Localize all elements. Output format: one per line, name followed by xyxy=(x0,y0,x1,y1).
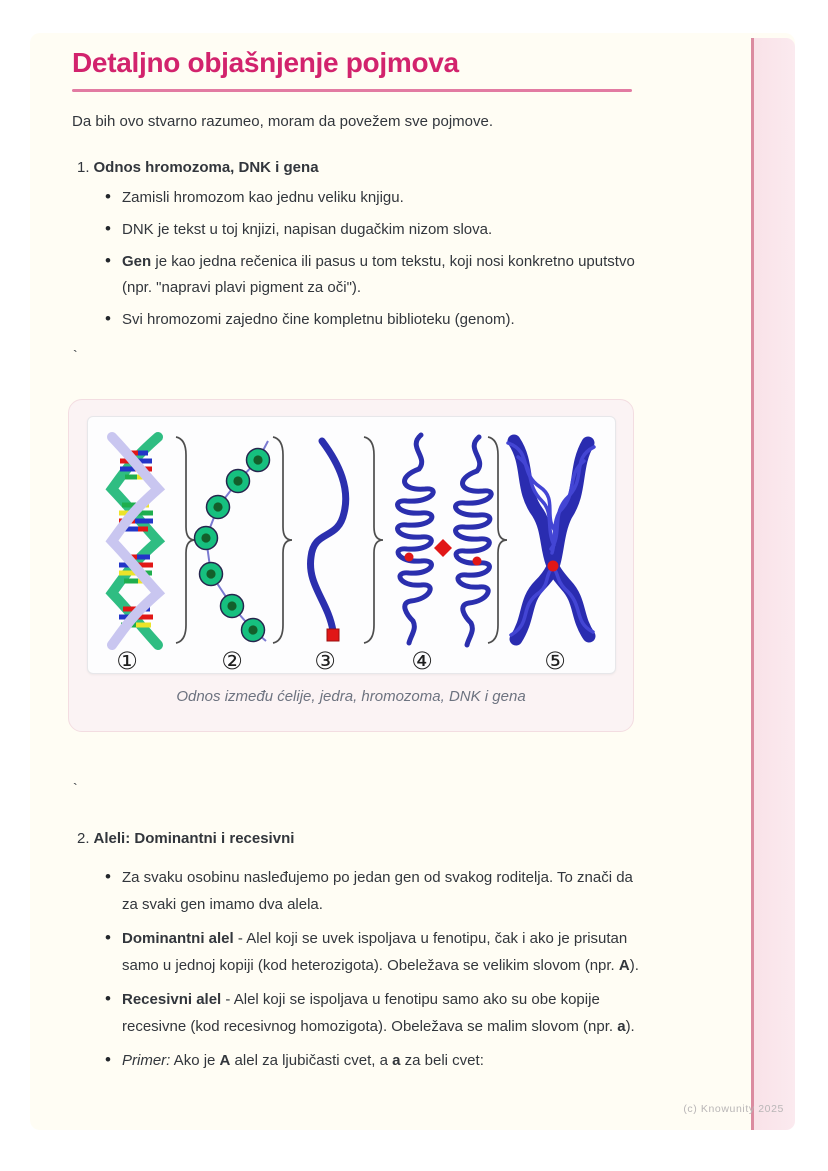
stray-backtick-1: ` xyxy=(73,347,78,363)
folded-loops-illustration xyxy=(395,432,494,648)
intro-paragraph: Da bih ovo stvarno razumeo, moram da pov… xyxy=(72,113,494,130)
stage-numbers: ① ② ③ ④ ⑤ xyxy=(116,647,566,675)
section-heading-text: Odnos hromozoma, DNK i gena xyxy=(93,159,319,176)
coiled-fiber-illustration xyxy=(307,437,350,642)
stage-number-2: ② xyxy=(221,647,243,675)
figure-card: ① ② ③ ④ ⑤ Odnos između ćelije, jedra, hr… xyxy=(68,399,634,732)
right-accent-stripe xyxy=(751,38,795,1130)
section-number: 1. xyxy=(77,159,90,176)
brace-icon xyxy=(175,436,196,644)
watermark: (c) Knowunity 2025 xyxy=(683,1103,784,1115)
bullet-list: Za svaku osobinu nasleđujemo po jedan ge… xyxy=(72,863,725,1074)
nucleosome-beads-illustration xyxy=(193,440,271,643)
list-item: Gen je kao jedna rečenica ili pasus u to… xyxy=(105,248,642,301)
list-item: Dominantni alel - Alel koji se uvek ispo… xyxy=(105,924,642,979)
title-underline xyxy=(72,89,632,92)
chromosome-x-illustration xyxy=(506,434,596,646)
list-item: Primer: Ako je A alel za ljubičasti cvet… xyxy=(105,1046,642,1074)
list-item: Za svaku osobinu nasleđujemo po jedan ge… xyxy=(105,863,642,918)
document-content: Detaljno objašnjenje pojmova Da bih ovo … xyxy=(30,33,795,1074)
bullet-list: Zamisli hromozom kao jednu veliku knjigu… xyxy=(72,184,725,333)
section-heading: 1. Odnos hromozoma, DNK i gena xyxy=(72,155,725,181)
stage-number-3: ③ xyxy=(314,647,336,675)
list-item: Recesivni alel - Alel koji se ispoljava … xyxy=(105,985,642,1040)
list-item: Zamisli hromozom kao jednu veliku knjigu… xyxy=(105,184,642,211)
page-title: Detaljno objašnjenje pojmova xyxy=(72,47,459,78)
list-item: DNK je tekst u toj knjizi, napisan dugač… xyxy=(105,216,642,243)
stray-backtick-2: ` xyxy=(73,780,78,796)
dna-helix-illustration xyxy=(105,432,166,650)
stage-number-5: ⑤ xyxy=(544,647,566,675)
document-sheet: Detaljno objašnjenje pojmova Da bih ovo … xyxy=(30,33,795,1130)
stage-number-4: ④ xyxy=(411,647,433,675)
brace-icon xyxy=(272,436,293,644)
stage-number-1: ① xyxy=(116,647,138,675)
section-number: 2. xyxy=(77,830,90,847)
section-chromosomes: 1.Odnos hromozoma, DNK i gena Zamisli hr… xyxy=(72,155,725,333)
brace-icon xyxy=(487,436,508,644)
brace-icon xyxy=(363,436,384,644)
list-item: Svi hromozomi zajedno čine kompletnu bib… xyxy=(105,306,642,333)
figure-caption: Odnos između ćelije, jedra, hromozoma, D… xyxy=(176,688,526,705)
section-heading-text: Aleli: Dominantni i recesivni xyxy=(93,830,295,847)
figure-image[interactable]: ① ② ③ ④ ⑤ xyxy=(87,416,616,675)
section-alleles: 2.Aleli: Dominantni i recesivni Za svaku… xyxy=(72,826,725,1074)
section-heading: 2. Aleli: Dominantni i recesivni xyxy=(72,826,725,852)
